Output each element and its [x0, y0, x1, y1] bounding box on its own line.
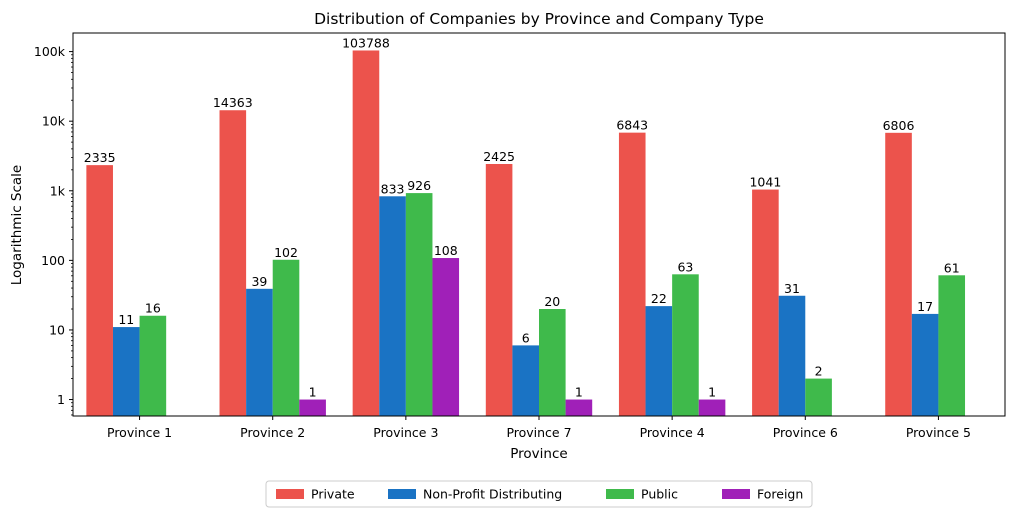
legend-frame [265, 480, 813, 508]
data-label: 103788 [342, 35, 390, 50]
bar-foreign-province-3 [432, 258, 460, 416]
legend-label-non-profit-distributing: Non-Profit Distributing [423, 487, 562, 502]
bar-private-province-5 [885, 132, 912, 416]
x-tick-label: Province 4 [640, 425, 705, 440]
bar-private-province-7 [485, 163, 513, 416]
x-tick-label: Province 3 [373, 425, 438, 440]
y-tick-label: 1k [50, 183, 66, 198]
bar-non-profit-distributing-province-7 [512, 345, 539, 416]
legend-label-public: Public [641, 487, 678, 502]
bar-foreign-province-7 [565, 399, 593, 416]
legend-label-private: Private [311, 487, 355, 502]
data-label: 1041 [749, 175, 781, 190]
data-label: 14363 [213, 95, 253, 110]
bar-public-province-5 [938, 275, 966, 416]
y-axis: 1 10 100 1k 10k 100k [34, 44, 73, 416]
data-label: 833 [381, 181, 405, 196]
x-tick-label: Province 2 [240, 425, 305, 440]
bar-public-province-6 [805, 378, 832, 416]
data-label: 16 [145, 301, 161, 316]
y-tick-label: 100 [41, 253, 65, 268]
bar-private-province-2 [219, 110, 247, 416]
data-label: 1 [309, 385, 317, 400]
legend: Private Non-Profit Distributing Public Fore… [265, 480, 813, 508]
data-label: 1 [575, 385, 583, 400]
legend-swatch-non-profit-distributing [388, 489, 416, 499]
data-label: 63 [677, 259, 693, 274]
bar-public-province-3 [405, 193, 433, 416]
legend-label-foreign: Foreign [757, 487, 803, 502]
bar-private-province-1 [86, 165, 113, 416]
bar-public-province-4 [672, 274, 699, 416]
data-label: 1 [708, 385, 716, 400]
data-label: 102 [274, 245, 298, 260]
data-label: 926 [407, 178, 431, 193]
bar-non-profit-distributing-province-4 [645, 306, 673, 416]
data-label: 2335 [84, 150, 116, 165]
data-label: 6843 [616, 118, 648, 133]
bar-foreign-province-4 [698, 399, 726, 416]
x-axis: Province 1 Province 2 Province 3 Province 7… [107, 416, 971, 440]
bar-private-province-3 [352, 50, 380, 417]
bar-public-province-1 [139, 315, 167, 416]
bar-non-profit-distributing-province-6 [778, 295, 806, 416]
bar-non-profit-distributing-province-5 [911, 313, 939, 416]
bar-private-province-6 [752, 189, 779, 416]
legend-swatch-public [606, 489, 634, 499]
y-tick-label: 10k [42, 114, 66, 129]
y-tick-label: 10 [49, 322, 65, 337]
bar-foreign-province-2 [299, 399, 326, 416]
bar-public-province-2 [272, 259, 300, 416]
data-label: 2425 [483, 149, 515, 164]
x-tick-label: Province 6 [773, 425, 838, 440]
y-axis-title: Logarithmic Scale [9, 165, 25, 285]
data-label: 61 [944, 260, 960, 275]
data-label: 6806 [883, 118, 915, 133]
chart-title: Distribution of Companies by Province an… [314, 10, 764, 28]
data-label: 22 [651, 291, 667, 306]
x-tick-label: Province 5 [906, 425, 971, 440]
bar-non-profit-distributing-province-1 [112, 327, 140, 416]
x-axis-title: Province [510, 446, 567, 462]
y-tick-label: 100k [34, 44, 66, 59]
x-tick-label: Province 7 [506, 425, 571, 440]
bar-non-profit-distributing-province-3 [379, 196, 406, 416]
data-label: 6 [522, 330, 530, 345]
data-label: 108 [434, 243, 458, 258]
data-label: 17 [917, 299, 933, 314]
data-label: 31 [784, 281, 800, 296]
data-label: 2 [815, 364, 823, 379]
y-tick-label: 1 [57, 392, 65, 407]
legend-swatch-foreign [722, 489, 750, 499]
x-tick-label: Province 1 [107, 425, 172, 440]
data-label: 20 [544, 294, 560, 309]
bar-public-province-7 [539, 308, 566, 416]
bar-non-profit-distributing-province-2 [246, 288, 273, 416]
data-label: 39 [251, 274, 267, 289]
legend-swatch-private [276, 489, 304, 499]
bar-private-province-4 [618, 132, 646, 416]
data-label: 11 [118, 312, 134, 327]
